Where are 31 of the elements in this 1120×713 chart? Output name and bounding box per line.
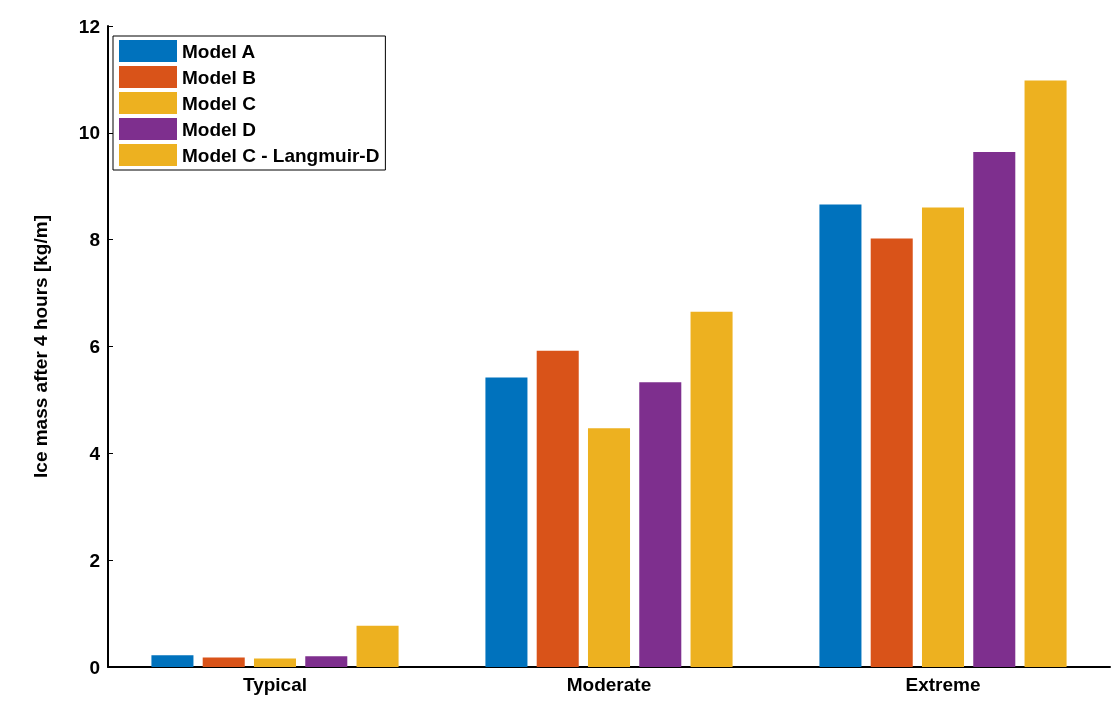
- bar: [151, 655, 194, 667]
- bar: [587, 428, 631, 667]
- bar: [690, 311, 733, 667]
- x-tick-label: Extreme: [905, 674, 981, 695]
- y-tick-label: 10: [78, 122, 100, 144]
- x-tick-label: Moderate: [566, 674, 652, 695]
- legend-label: Model B: [182, 66, 256, 88]
- bar: [921, 207, 965, 667]
- bar: [1024, 80, 1067, 667]
- bar: [639, 382, 682, 667]
- bar: [356, 625, 399, 667]
- x-tick-label: Typical: [242, 674, 308, 695]
- bar: [973, 152, 1016, 667]
- y-tick-label: 2: [89, 549, 100, 571]
- bar: [536, 350, 579, 667]
- y-tick-label: 12: [78, 15, 100, 37]
- bar: [253, 658, 297, 667]
- y-tick-label: 8: [89, 229, 100, 251]
- bar: [870, 238, 913, 667]
- y-axis-title: Ice mass after 4 hours [kg/m]: [30, 215, 51, 478]
- legend-label: Model C: [182, 92, 257, 114]
- legend-label: Model D: [182, 118, 256, 140]
- bar: [485, 377, 528, 667]
- bar: [202, 657, 245, 667]
- bar: [305, 656, 348, 667]
- y-tick-label: 0: [89, 656, 100, 678]
- y-tick-label: 4: [89, 442, 101, 464]
- y-tick-label: 6: [89, 336, 100, 357]
- legend-label: Model A: [182, 40, 256, 62]
- bar: [819, 204, 862, 667]
- legend-label: Model C - Langmuir-D: [182, 144, 380, 166]
